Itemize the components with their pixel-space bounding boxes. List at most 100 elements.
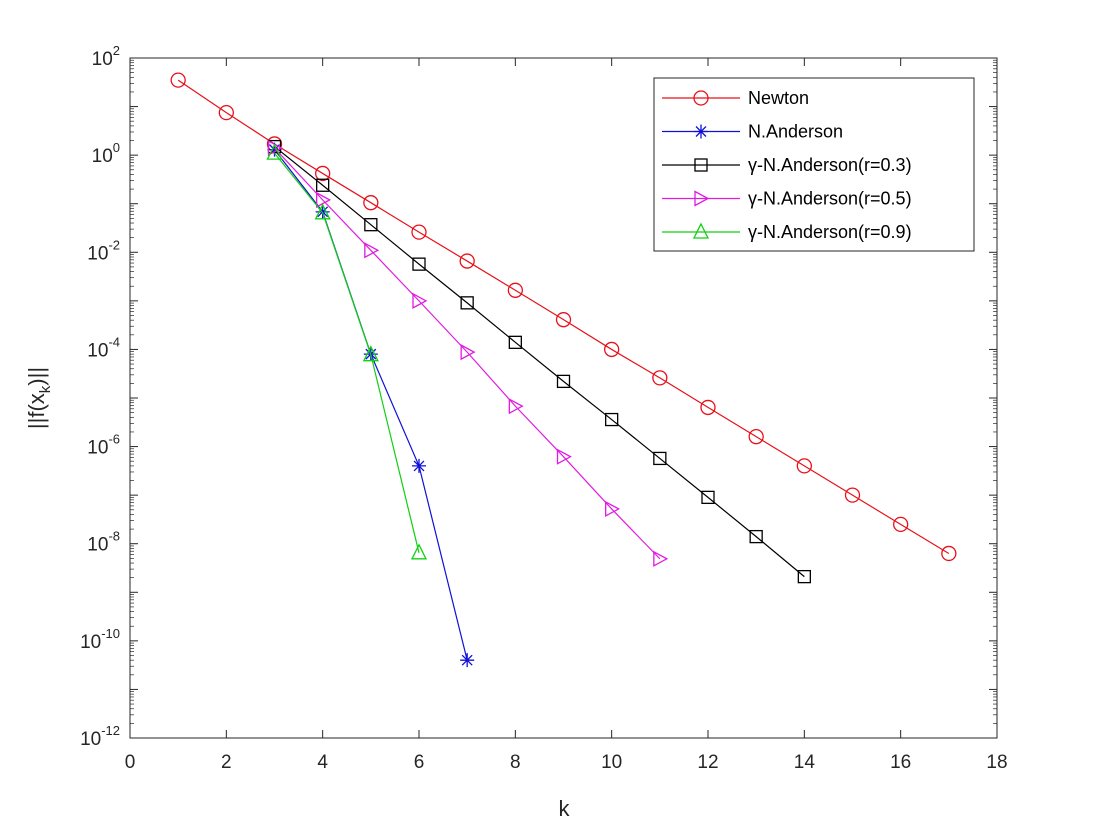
data-point	[460, 296, 474, 310]
data-point	[459, 253, 475, 269]
legend-swatch-marker	[693, 90, 709, 106]
data-point	[411, 224, 427, 240]
x-tick-label: 6	[414, 752, 425, 773]
series-2	[267, 139, 811, 584]
data-point	[460, 344, 476, 361]
series-line	[274, 152, 420, 553]
y-tick-exponent: -4	[108, 334, 120, 349]
y-tick-base: 10	[92, 49, 113, 70]
x-axis-title: k	[559, 796, 571, 821]
x-tick-label: 4	[317, 752, 328, 773]
y-tick-label: 10-2	[87, 237, 120, 264]
data-point	[316, 178, 330, 192]
data-point	[797, 569, 811, 584]
x-tick-label: 0	[125, 752, 136, 773]
data-point	[364, 218, 378, 232]
y-tick-base: 10	[87, 340, 108, 361]
x-tick-label: 18	[986, 752, 1007, 773]
legend: Newton N.Anderson γ-N.Anderson(r=0.3) γ-N.A…	[653, 77, 975, 252]
data-point	[941, 545, 957, 562]
data-point	[362, 345, 379, 362]
legend-swatch-marker	[692, 222, 710, 239]
data-point	[604, 341, 620, 358]
data-point	[605, 500, 621, 518]
x-tick-label: 12	[697, 752, 718, 773]
data-point	[653, 550, 669, 567]
y-tick-exponent: 2	[113, 43, 120, 58]
y-tick-base: 10	[87, 535, 108, 556]
data-point	[266, 143, 283, 160]
legend-label: N.Anderson	[748, 122, 843, 142]
legend-label: γ-N.Anderson(r=0.5)	[748, 189, 912, 209]
data-point	[700, 399, 716, 416]
data-point	[844, 487, 861, 503]
data-point	[508, 335, 522, 349]
x-tick-label: 10	[601, 752, 622, 773]
data-point	[701, 490, 715, 505]
data-point	[653, 451, 667, 466]
y-tick-label: 102	[92, 43, 120, 70]
y-axis-title-tail: )||	[24, 367, 49, 386]
data-point	[315, 165, 331, 182]
y-tick-label: 10-8	[87, 529, 120, 556]
y-tick-exponent: 0	[113, 140, 120, 155]
series-line	[274, 146, 805, 578]
data-point	[267, 139, 283, 157]
data-point	[749, 529, 763, 544]
data-point	[460, 653, 475, 668]
series-0	[170, 72, 957, 562]
legend-label: Newton	[748, 88, 809, 108]
data-point	[893, 516, 909, 533]
y-tick-base: 10	[80, 729, 101, 750]
y-tick-label: 10-6	[87, 432, 120, 459]
data-point	[556, 374, 571, 389]
data-point	[170, 72, 186, 88]
y-tick-exponent: -10	[101, 626, 120, 641]
y-tick-exponent: -6	[108, 432, 120, 447]
data-point	[412, 292, 428, 309]
data-point	[218, 104, 234, 121]
data-point	[652, 370, 668, 386]
data-point	[314, 203, 331, 220]
data-point	[555, 312, 572, 328]
ticks-layer: 0 2 4 6 8 10 12 14 16 1810210010-210-410-610-810-…	[80, 43, 1008, 773]
series-4	[266, 143, 428, 560]
data-point	[796, 458, 812, 474]
data-point	[605, 412, 619, 427]
legend-swatch-marker	[694, 190, 710, 207]
y-axis-title-subscript: k	[37, 385, 54, 393]
legend-item: Newton	[662, 88, 809, 108]
y-tick-exponent: -12	[101, 723, 120, 738]
x-tick-label: 14	[794, 752, 816, 773]
legend-item: γ-N.Anderson(r=0.3)	[662, 155, 912, 175]
y-tick-exponent: -8	[108, 529, 120, 544]
legend-label: γ-N.Anderson(r=0.9)	[748, 222, 912, 242]
series-3	[267, 139, 669, 567]
legend-item: γ-N.Anderson(r=0.9)	[662, 222, 912, 242]
y-axis-title: ||f(xk)||	[24, 367, 54, 429]
data-point	[556, 448, 572, 465]
y-axis-title-main: ||f(x	[24, 393, 49, 429]
legend-swatch-marker	[694, 158, 708, 172]
y-tick-label: 10-4	[87, 334, 120, 361]
data-point	[364, 242, 380, 259]
y-tick-label: 100	[92, 140, 120, 167]
y-tick-base: 10	[80, 632, 101, 653]
data-point	[412, 257, 426, 271]
data-point	[507, 282, 523, 298]
series-line	[177, 79, 950, 554]
y-tick-base: 10	[87, 243, 108, 264]
y-tick-label: 10-10	[80, 626, 120, 653]
y-tick-label: 10-12	[80, 723, 120, 750]
legend-item: N.Anderson	[662, 122, 843, 142]
series-layer	[170, 72, 957, 668]
data-point	[363, 195, 379, 211]
data-point	[410, 543, 428, 560]
x-tick-label: 2	[221, 752, 232, 773]
series-line	[274, 147, 661, 560]
data-point	[412, 458, 426, 473]
y-tick-base: 10	[87, 438, 108, 459]
x-tick-label: 16	[890, 752, 911, 773]
data-point	[508, 398, 524, 415]
